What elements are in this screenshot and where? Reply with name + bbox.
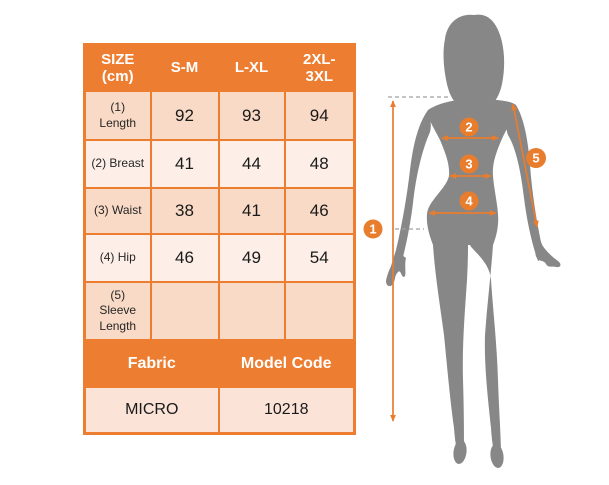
table-row-sleeve-length: (5) Sleeve Length	[83, 281, 356, 341]
table-footer-header-row: Fabric Model Code	[83, 339, 356, 388]
model-code-value: 10218	[217, 386, 356, 435]
row-label-waist: (3) Waist	[83, 187, 152, 235]
model-code-header: Model Code	[217, 339, 356, 388]
woman-silhouette	[386, 14, 561, 468]
cell-waist-sm: 38	[149, 187, 220, 235]
row-label-sleeve-length: (5) Sleeve Length	[83, 281, 152, 341]
cell-breast-lxl: 44	[217, 139, 286, 189]
marker-circle-5	[526, 148, 546, 168]
row-label-length: (1) Length	[83, 90, 152, 141]
col-header-2xl-3xl: 2XL- 3XL	[283, 43, 356, 92]
cell-hip-2xl3xl: 54	[283, 233, 356, 283]
marker-badges: 1 2 3 4 5	[363, 117, 546, 239]
fabric-value: MICRO	[83, 386, 220, 435]
row-label-hip: (4) Hip	[83, 233, 152, 283]
sleeve-arrow-5	[511, 103, 539, 228]
header-row: SIZE (cm) S-M L-XL 2XL- 3XL	[83, 43, 356, 92]
measurement-arrows	[390, 100, 539, 422]
col-header-s-m: S-M	[149, 43, 220, 92]
row-label-breast: (2) Breast	[83, 139, 152, 189]
col-header-l-xl: L-XL	[217, 43, 286, 92]
table-footer-value-row: MICRO 10218	[83, 386, 356, 435]
cell-length-sm: 92	[149, 90, 220, 141]
marker-circle-4	[459, 191, 479, 211]
marker-number-1: 1	[369, 222, 376, 237]
cell-length-2xl3xl: 94	[283, 90, 356, 141]
marker-number-5: 5	[532, 151, 539, 166]
size-chart-table: SIZE (cm) S-M L-XL 2XL- 3XL (1) Length 9…	[83, 43, 356, 435]
cell-sleeve-lxl	[217, 281, 286, 341]
marker-circle-3	[459, 154, 479, 174]
table-row-length: (1) Length 92 93 94	[83, 90, 356, 141]
cell-waist-lxl: 41	[217, 187, 286, 235]
marker-circle-1	[363, 219, 383, 239]
cell-sleeve-sm	[149, 281, 220, 341]
cell-sleeve-2xl3xl	[283, 281, 356, 341]
marker-number-2: 2	[465, 120, 472, 135]
cell-breast-2xl3xl: 48	[283, 139, 356, 189]
table-row-hip: (4) Hip 46 49 54	[83, 233, 356, 283]
marker-number-3: 3	[465, 157, 472, 172]
body-measurement-figure: 1 2 3 4 5	[363, 14, 561, 468]
col-header-size-cm: SIZE (cm)	[83, 43, 152, 92]
table-row-waist: (3) Waist 38 41 46	[83, 187, 356, 235]
fabric-header: Fabric	[83, 339, 220, 388]
cell-length-lxl: 93	[217, 90, 286, 141]
marker-number-4: 4	[465, 194, 473, 209]
table-row-breast: (2) Breast 41 44 48	[83, 139, 356, 189]
cell-waist-2xl3xl: 46	[283, 187, 356, 235]
cell-hip-sm: 46	[149, 233, 220, 283]
marker-circle-2	[459, 117, 479, 137]
cell-hip-lxl: 49	[217, 233, 286, 283]
cell-breast-sm: 41	[149, 139, 220, 189]
